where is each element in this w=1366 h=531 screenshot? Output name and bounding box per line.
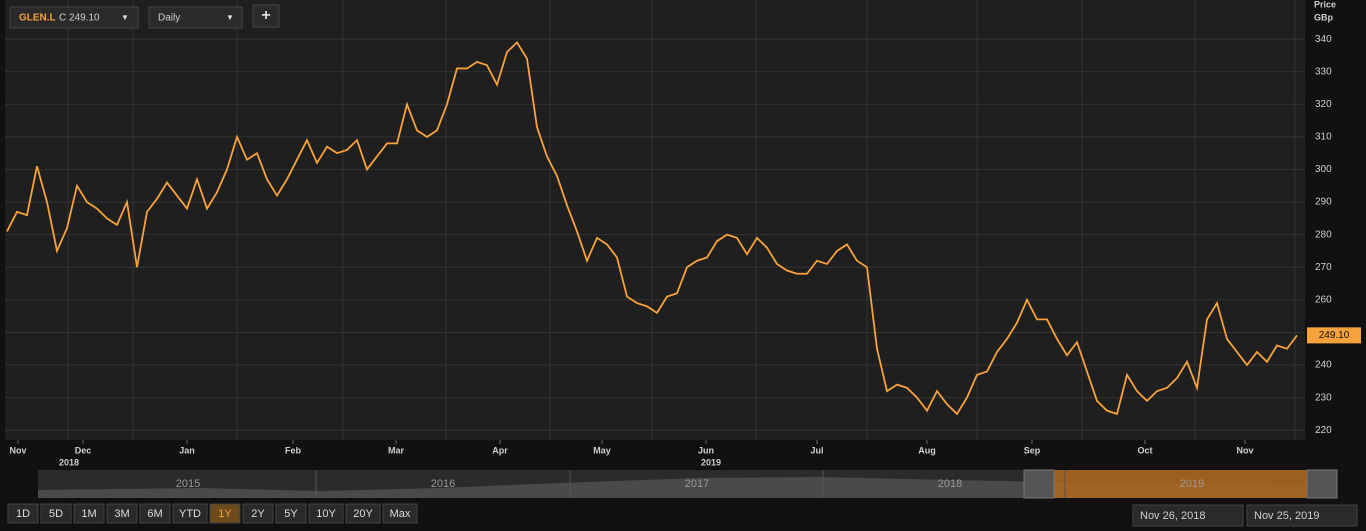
start-date-box[interactable] bbox=[1132, 504, 1244, 527]
start-date: Nov 26, 2018 bbox=[1140, 510, 1205, 522]
y-tick-label: 330 bbox=[1315, 66, 1332, 77]
y-tick-label: 270 bbox=[1315, 262, 1332, 273]
x-tick-label: Feb bbox=[285, 445, 302, 455]
symbol-box[interactable] bbox=[9, 6, 139, 29]
close-prefix: C bbox=[59, 13, 66, 24]
x-tick-label: Apr bbox=[492, 445, 508, 455]
navigator-year: 2017 bbox=[685, 478, 709, 490]
dropdown-arrow: ▼ bbox=[226, 13, 234, 22]
range-button-label: 1M bbox=[81, 508, 96, 520]
range-button[interactable] bbox=[172, 503, 208, 524]
x-tick-label: Nov bbox=[1236, 445, 1253, 455]
y-tick-label: 310 bbox=[1315, 132, 1332, 143]
range-button-label: 2Y bbox=[251, 508, 265, 520]
year-label: 2018 bbox=[59, 457, 79, 467]
interval: Daily bbox=[158, 13, 180, 24]
x-tick-label: Dec bbox=[75, 445, 92, 455]
end-date-box[interactable] bbox=[1246, 504, 1358, 527]
navigator-year: 2015 bbox=[176, 478, 200, 490]
navigator-year: 2016 bbox=[431, 478, 455, 490]
end-date: Nov 25, 2019 bbox=[1254, 510, 1319, 522]
range-button[interactable] bbox=[275, 503, 307, 524]
range-button-label: 3M bbox=[114, 508, 129, 520]
plot-area bbox=[5, 0, 1305, 440]
range-button[interactable] bbox=[139, 503, 171, 524]
last-price-label: 249.10 bbox=[1319, 330, 1350, 341]
navigator-year: 2019 bbox=[1180, 478, 1204, 490]
range-button[interactable] bbox=[106, 503, 138, 524]
symbol: GLEN.L bbox=[19, 13, 56, 24]
year-label: 2019 bbox=[701, 457, 721, 467]
x-tick-label: May bbox=[593, 445, 611, 455]
x-tick-label: Jun bbox=[698, 445, 714, 455]
navigator-handle[interactable] bbox=[1023, 469, 1055, 499]
y-tick-label: 260 bbox=[1315, 294, 1332, 305]
interval-box[interactable] bbox=[148, 6, 243, 29]
y-tick-label: 320 bbox=[1315, 99, 1332, 110]
range-button[interactable] bbox=[242, 503, 274, 524]
y-tick-label: 230 bbox=[1315, 392, 1332, 403]
range-button[interactable] bbox=[7, 503, 39, 524]
range-button[interactable] bbox=[209, 503, 241, 524]
x-tick-label: Jan bbox=[179, 445, 195, 455]
x-tick-label: Nov bbox=[9, 445, 26, 455]
range-button-label: 20Y bbox=[353, 508, 373, 520]
navigator-area bbox=[38, 477, 1336, 498]
navigator-handle[interactable] bbox=[1306, 469, 1338, 499]
range-button-label: 6M bbox=[147, 508, 162, 520]
range-button-label: 10Y bbox=[316, 508, 336, 520]
range-button-label: 5D bbox=[49, 508, 63, 520]
x-tick-label: Sep bbox=[1024, 445, 1041, 455]
range-button-label: 1D bbox=[16, 508, 30, 520]
y-tick-label: 300 bbox=[1315, 164, 1332, 175]
x-tick-label: Jul bbox=[810, 445, 823, 455]
dropdown-arrow: ▼ bbox=[121, 13, 129, 22]
y-tick-label: 340 bbox=[1315, 34, 1332, 45]
y-tick-label: 240 bbox=[1315, 360, 1332, 371]
range-button-label: 1Y bbox=[218, 508, 232, 520]
add-button[interactable] bbox=[252, 4, 280, 28]
range-button-label: Max bbox=[390, 508, 411, 520]
range-button[interactable] bbox=[40, 503, 72, 524]
price-line bbox=[6, 40, 1298, 416]
range-button[interactable] bbox=[308, 503, 344, 524]
last-price-box bbox=[1307, 327, 1361, 344]
range-button-label: YTD bbox=[179, 508, 201, 520]
x-tick-label: Aug bbox=[918, 445, 936, 455]
range-button[interactable] bbox=[345, 503, 381, 524]
range-button[interactable] bbox=[73, 503, 105, 524]
navigator-year: 2018 bbox=[938, 478, 962, 490]
axis-unit: GBp bbox=[1314, 12, 1334, 22]
close-value: 249.10 bbox=[69, 13, 100, 24]
y-tick-label: 290 bbox=[1315, 197, 1332, 208]
add-icon: + bbox=[261, 7, 270, 24]
axis-title: Price bbox=[1314, 0, 1336, 9]
range-button-label: 5Y bbox=[284, 508, 298, 520]
range-button[interactable] bbox=[382, 503, 418, 524]
x-tick-label: Mar bbox=[388, 445, 405, 455]
y-tick-label: 280 bbox=[1315, 229, 1332, 240]
navigator-selection[interactable] bbox=[1054, 470, 1307, 498]
y-tick-label: 220 bbox=[1315, 425, 1332, 436]
x-tick-label: Oct bbox=[1137, 445, 1152, 455]
